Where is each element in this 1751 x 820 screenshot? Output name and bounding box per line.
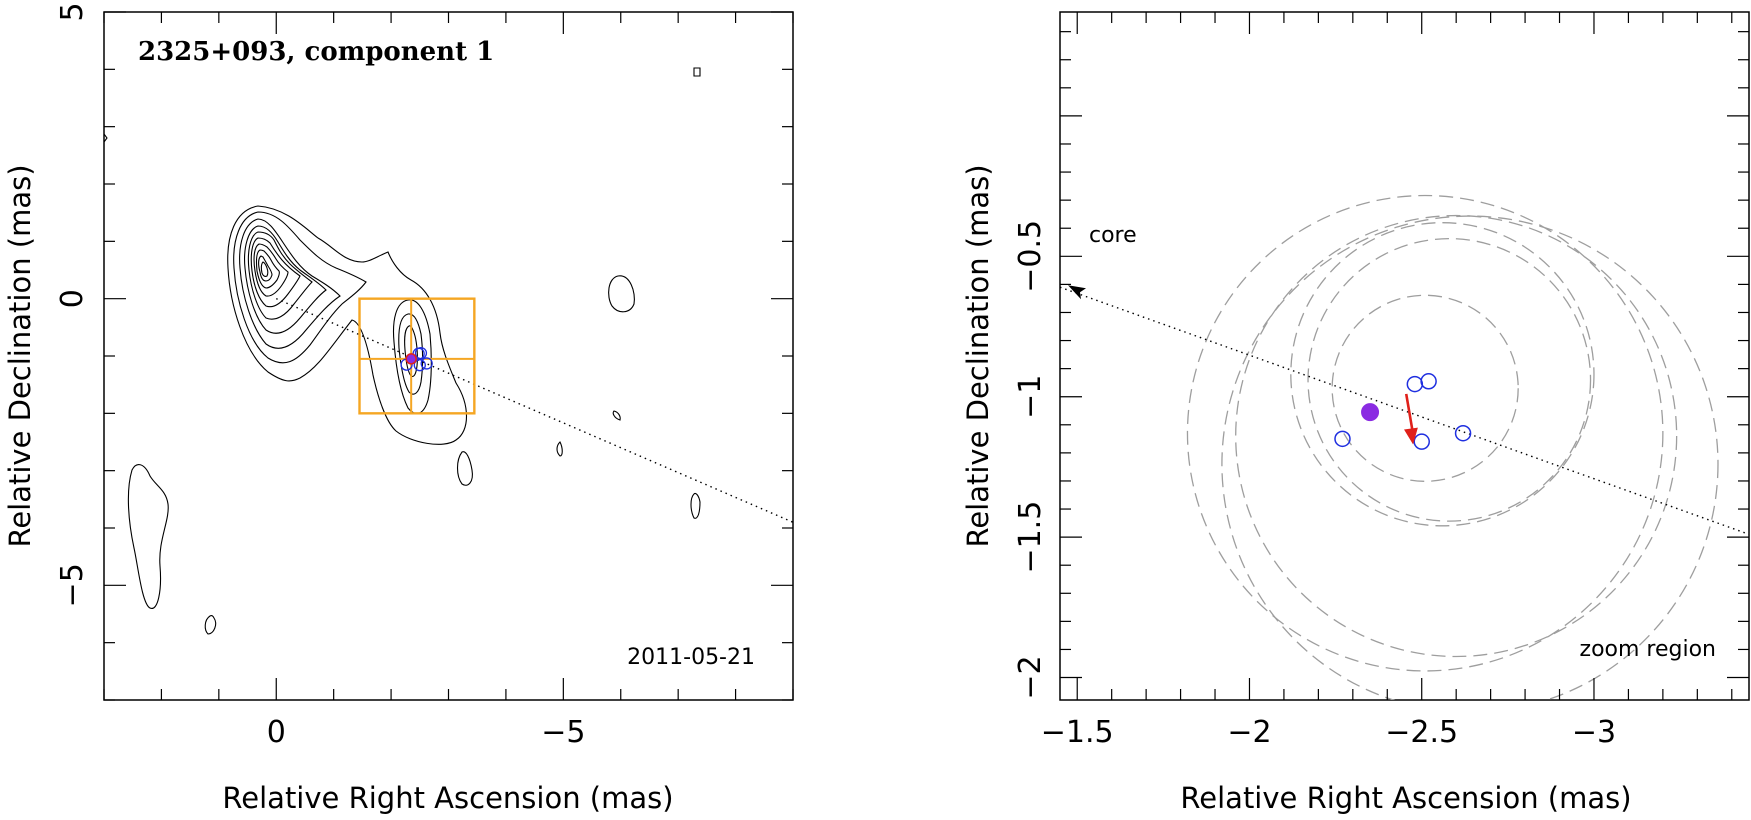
component-epoch-marker <box>414 346 428 360</box>
contour-island-5 <box>612 410 621 421</box>
contour-map <box>103 67 701 635</box>
epoch-marker <box>1334 430 1351 448</box>
mean-position-marker <box>1361 403 1380 422</box>
jet-axis-line <box>1060 286 1749 535</box>
right-y-tick-label: −1.5 <box>1013 501 1048 574</box>
contour-10 <box>260 261 269 277</box>
right-x-axis-label: Relative Right Ascension (mas) <box>1180 781 1631 815</box>
error-circle <box>1307 237 1592 522</box>
left-x-tick-label: 0 <box>267 715 286 750</box>
contour-island-7 <box>127 464 169 609</box>
right-panel: −1.5 −2 −2.5 −3 −0.5 −1 −1.5 −2 core zoom regio… <box>961 11 1750 815</box>
motion-arrow-head <box>1404 427 1418 445</box>
epoch-marker <box>1413 433 1430 450</box>
right-y-axis-label: Relative Declination (mas) <box>961 164 995 547</box>
contour-island-6 <box>693 67 701 77</box>
epoch-marker <box>1406 375 1424 393</box>
right-y-tick-label: −0.5 <box>1013 220 1048 293</box>
core-direction-arrowhead <box>1068 285 1086 300</box>
contour-3 <box>239 218 341 349</box>
contour-6 <box>250 237 301 308</box>
left-x-tick-label: −5 <box>541 715 585 750</box>
left-y-tick-label: 0 <box>55 289 90 308</box>
jet-axis-line <box>275 298 794 523</box>
contour-island-3 <box>690 492 701 519</box>
right-x-tick-label: −2.5 <box>1385 715 1458 750</box>
component-mean-marker <box>405 353 417 365</box>
contour-8 <box>255 249 280 289</box>
contour-island-4 <box>556 441 563 457</box>
left-y-tick-label: 5 <box>55 2 90 21</box>
left-y-axis-label: Relative Declination (mas) <box>3 164 37 547</box>
left-x-axis-label: Relative Right Ascension (mas) <box>222 781 673 815</box>
zoom-region-label: zoom region <box>1580 637 1716 662</box>
contour-4 <box>244 225 327 334</box>
epoch-marker <box>1420 373 1437 390</box>
right-x-tick-label: −2 <box>1227 715 1271 750</box>
contour-2 <box>233 211 367 364</box>
contour-island-8 <box>204 615 217 635</box>
right-y-tick-label: −1 <box>1013 375 1048 419</box>
contour-outer <box>227 205 467 445</box>
left-chart-title: 2325+093, component 1 <box>138 37 494 67</box>
left-axes: 0 −5 5 0 −5 <box>55 2 794 750</box>
contour-island-1 <box>608 275 635 313</box>
error-circle <box>1186 194 1664 672</box>
right-clipped-layer <box>1060 194 1749 700</box>
contour-comp-3 <box>404 325 418 378</box>
contour-island-9 <box>103 133 108 143</box>
error-circle <box>1235 214 1678 658</box>
left-panel: 0 −5 5 0 −5 2325+093, component 1 2011-05-21… <box>3 2 794 815</box>
right-overlays <box>1060 194 1749 700</box>
component-epoch-marker <box>420 357 433 370</box>
contour-9 <box>258 255 273 282</box>
contour-5 <box>247 231 313 320</box>
left-overlays <box>275 297 794 523</box>
right-x-tick-label: −3 <box>1572 715 1616 750</box>
error-circle <box>1290 222 1595 527</box>
motion-arrow-shaft <box>1404 393 1415 435</box>
zoom-region-box <box>358 297 476 415</box>
core-label: core <box>1089 223 1137 248</box>
epoch-marker <box>1454 424 1472 442</box>
right-axes: −1.5 −2 −2.5 −3 −0.5 −1 −1.5 −2 <box>1013 12 1749 750</box>
contour-island-2 <box>456 451 473 486</box>
left-date-label: 2011-05-21 <box>627 645 755 670</box>
right-plot-frame <box>1059 11 1750 701</box>
left-plot-frame <box>103 11 794 701</box>
right-y-tick-label: −2 <box>1013 655 1048 699</box>
left-y-tick-label: −5 <box>55 563 90 607</box>
error-circle <box>1331 294 1519 482</box>
contour-comp-2 <box>398 313 424 395</box>
right-x-tick-label: −1.5 <box>1041 715 1114 750</box>
contour-7 <box>253 243 289 297</box>
